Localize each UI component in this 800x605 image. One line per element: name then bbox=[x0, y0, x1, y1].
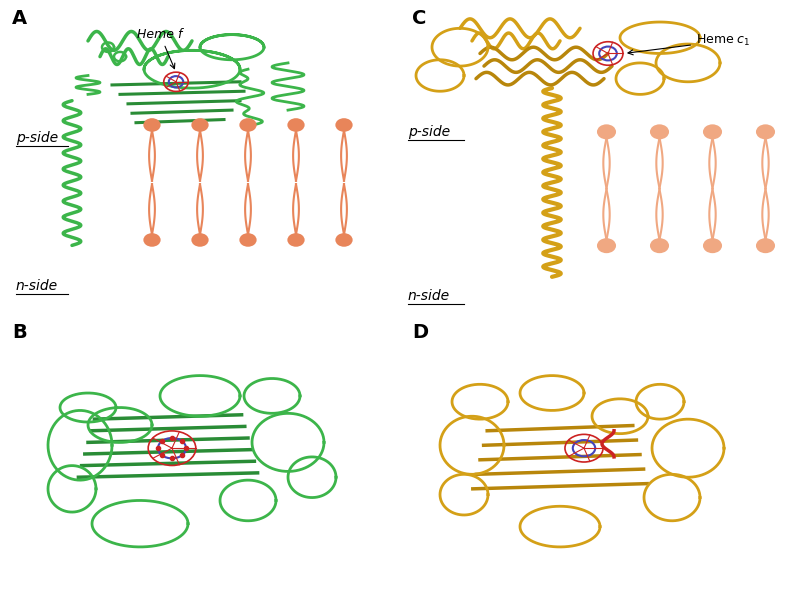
Text: D: D bbox=[412, 323, 428, 342]
Circle shape bbox=[756, 238, 775, 253]
Circle shape bbox=[597, 125, 616, 139]
Text: n-side: n-side bbox=[16, 280, 58, 293]
Circle shape bbox=[287, 233, 305, 247]
Circle shape bbox=[703, 238, 722, 253]
Circle shape bbox=[287, 118, 305, 132]
Circle shape bbox=[239, 118, 257, 132]
Text: B: B bbox=[12, 323, 26, 342]
Circle shape bbox=[597, 238, 616, 253]
Text: p-side: p-side bbox=[16, 131, 58, 145]
Circle shape bbox=[650, 238, 669, 253]
Text: Heme f: Heme f bbox=[138, 28, 182, 68]
Circle shape bbox=[143, 233, 161, 247]
Text: A: A bbox=[12, 10, 27, 28]
Circle shape bbox=[756, 125, 775, 139]
Circle shape bbox=[703, 125, 722, 139]
Circle shape bbox=[650, 125, 669, 139]
Text: C: C bbox=[412, 10, 426, 28]
Text: p-side: p-side bbox=[408, 125, 450, 139]
Circle shape bbox=[335, 118, 353, 132]
Circle shape bbox=[143, 118, 161, 132]
Circle shape bbox=[191, 118, 209, 132]
Circle shape bbox=[239, 233, 257, 247]
Circle shape bbox=[335, 233, 353, 247]
Text: n-side: n-side bbox=[408, 289, 450, 302]
Circle shape bbox=[191, 233, 209, 247]
Text: Heme $c_1$: Heme $c_1$ bbox=[628, 33, 750, 55]
